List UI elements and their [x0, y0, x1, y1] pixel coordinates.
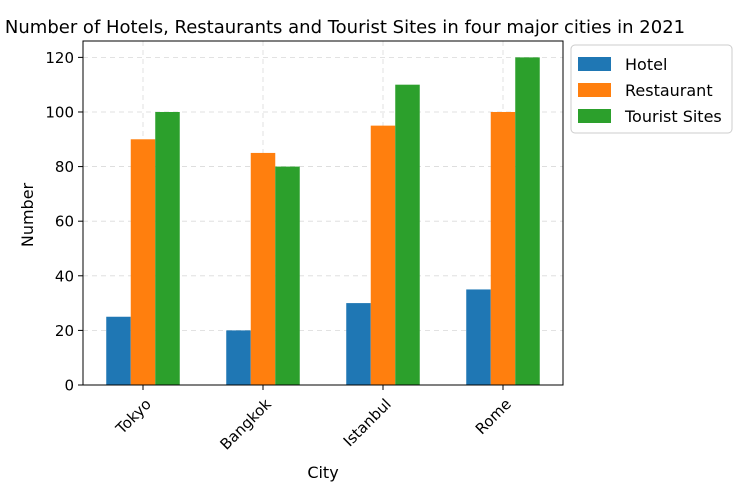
legend-label: Tourist Sites [624, 107, 722, 126]
y-tick-label: 20 [55, 322, 74, 340]
legend-swatch [578, 57, 611, 71]
legend-label: Hotel [625, 55, 667, 74]
bar-hotel-bangkok [226, 330, 251, 385]
legend-swatch [578, 83, 611, 97]
bars-group [106, 57, 540, 385]
x-tick-label: Tokyo [112, 395, 155, 438]
bar-tourist-sites-istanbul [395, 84, 420, 385]
bar-restaurant-rome [490, 111, 516, 385]
y-tick-label: 100 [45, 103, 74, 121]
x-axis-ticks: Tokyo Bangkok Istanbul Rome [112, 385, 515, 453]
y-tick-label: 40 [55, 267, 74, 285]
legend-label: Restaurant [625, 81, 713, 100]
y-axis-ticks: 0 20 40 60 80 100 120 [45, 49, 83, 395]
x-tick-label: Rome [472, 395, 515, 438]
legend: Hotel Restaurant Tourist Sites [570, 44, 733, 134]
x-tick-label: Istanbul [340, 395, 395, 450]
y-tick-label: 80 [55, 158, 74, 176]
x-axis-label: City [307, 463, 338, 482]
bar-hotel-tokyo [106, 316, 131, 385]
chart-title: Number of Hotels, Restaurants and Touris… [5, 17, 685, 38]
x-tick-label: Bangkok [216, 395, 275, 454]
bar-tourist-sites-tokyo [155, 111, 180, 385]
y-tick-label: 60 [55, 213, 74, 231]
bar-tourist-sites-bangkok [275, 166, 300, 385]
legend-frame [570, 44, 733, 134]
bar-tourist-sites-rome [515, 57, 540, 385]
bar-hotel-istanbul [346, 303, 371, 385]
bar-restaurant-istanbul [370, 125, 396, 385]
plot-frame [82, 40, 564, 386]
bar-restaurant-tokyo [130, 139, 156, 385]
bar-hotel-rome [466, 289, 491, 385]
y-tick-label: 0 [64, 377, 74, 395]
y-axis-label: Number [18, 182, 37, 247]
legend-swatch [578, 109, 611, 123]
bar-restaurant-bangkok [250, 152, 276, 385]
y-tick-label: 120 [45, 49, 74, 67]
